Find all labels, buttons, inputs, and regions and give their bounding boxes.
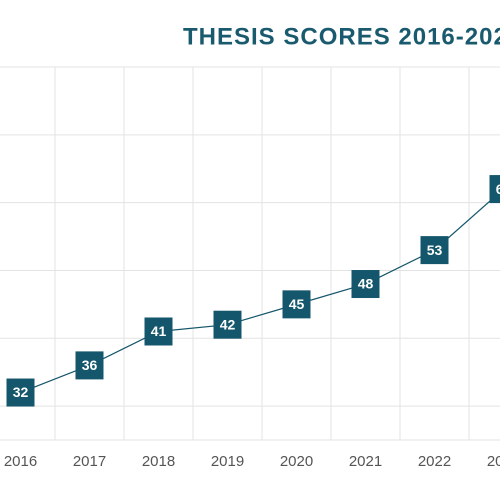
value-label: 62 xyxy=(496,181,500,197)
value-label: 45 xyxy=(289,296,305,312)
value-label: 41 xyxy=(151,323,167,339)
x-tick-label: 2018 xyxy=(142,453,175,470)
marker xyxy=(420,236,449,265)
x-tick-label: 2021 xyxy=(349,453,382,470)
marker xyxy=(213,310,242,339)
marker xyxy=(144,317,173,346)
value-label: 36 xyxy=(82,357,98,373)
x-tick-label: 2017 xyxy=(73,453,106,470)
x-tick-label: 2016 xyxy=(4,453,37,470)
x-tick-label: 2020 xyxy=(280,453,313,470)
value-label: 53 xyxy=(427,242,443,258)
marker xyxy=(75,351,104,380)
x-tick-label: 2019 xyxy=(211,453,244,470)
value-label: 42 xyxy=(220,316,236,332)
x-tick-label: 2023 xyxy=(487,453,500,470)
marker xyxy=(282,290,311,319)
chart-title: THESIS SCORES 2016-2023 xyxy=(183,23,500,50)
value-label: 32 xyxy=(13,384,29,400)
marker xyxy=(489,175,500,204)
marker xyxy=(351,270,380,299)
value-label: 48 xyxy=(358,276,374,292)
marker xyxy=(6,378,35,407)
x-tick-label: 2022 xyxy=(418,453,451,470)
